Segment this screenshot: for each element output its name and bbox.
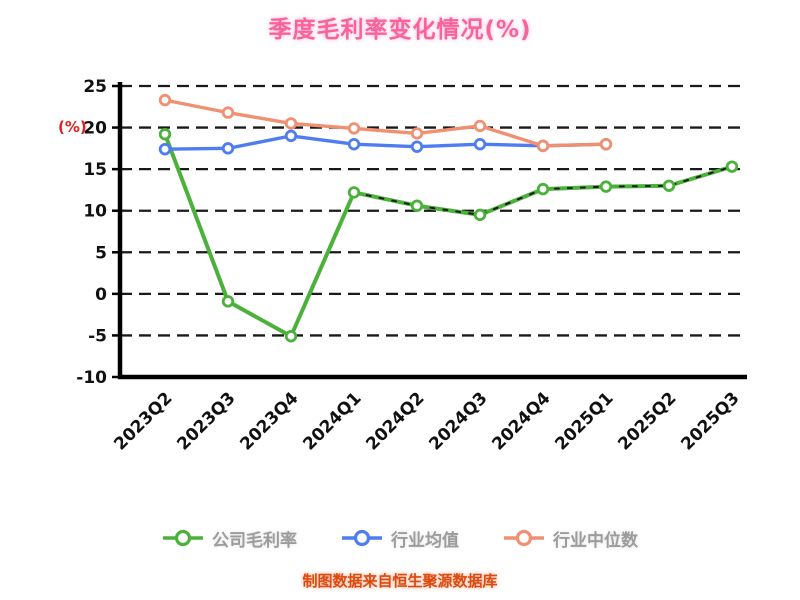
legend-label: 行业中位数 bbox=[553, 530, 638, 551]
svg-text:2025Q1: 2025Q1 bbox=[551, 388, 617, 454]
svg-text:0: 0 bbox=[95, 285, 107, 305]
svg-text:-5: -5 bbox=[88, 326, 107, 346]
svg-text:2023Q3: 2023Q3 bbox=[173, 388, 239, 454]
legend-item-company-margin[interactable]: 公司毛利率 bbox=[162, 526, 297, 551]
svg-text:2024Q4: 2024Q4 bbox=[488, 388, 554, 454]
y-axis-label: (%) bbox=[58, 118, 87, 136]
svg-text:20: 20 bbox=[83, 119, 107, 139]
svg-text:2025Q2: 2025Q2 bbox=[614, 388, 680, 454]
industry-median-marker-icon bbox=[504, 529, 544, 547]
y-axis: 25 20 15 10 5 0 -5 -10 bbox=[76, 77, 120, 388]
data-source-caption: 制图数据来自恒生聚源数据库 bbox=[302, 572, 498, 590]
legend-item-industry-median[interactable]: 行业中位数 bbox=[503, 526, 638, 551]
svg-text:-10: -10 bbox=[76, 368, 107, 388]
chart-title: 季度毛利率变化情况(%) bbox=[268, 17, 532, 43]
x-axis-labels: 2023Q22023Q32023Q42024Q12024Q22024Q32024… bbox=[110, 388, 743, 454]
legend-label: 行业均值 bbox=[391, 530, 459, 551]
svg-text:10: 10 bbox=[83, 202, 107, 222]
svg-text:25: 25 bbox=[83, 77, 107, 97]
svg-text:2024Q3: 2024Q3 bbox=[425, 388, 491, 454]
legend-label: 公司毛利率 bbox=[212, 530, 297, 551]
svg-text:2024Q2: 2024Q2 bbox=[362, 388, 428, 454]
series-1 bbox=[158, 129, 613, 156]
series-2 bbox=[158, 93, 613, 153]
svg-text:2025Q3: 2025Q3 bbox=[677, 388, 743, 454]
svg-text:15: 15 bbox=[83, 160, 107, 180]
svg-text:2023Q4: 2023Q4 bbox=[236, 388, 302, 454]
legend-item-industry-mean[interactable]: 行业均值 bbox=[341, 526, 459, 551]
svg-text:5: 5 bbox=[95, 243, 107, 263]
svg-text:2024Q1: 2024Q1 bbox=[299, 388, 365, 454]
svg-text:2023Q2: 2023Q2 bbox=[110, 388, 176, 454]
industry-mean-marker-icon bbox=[342, 529, 382, 547]
company-margin-marker-icon bbox=[163, 529, 203, 547]
gridlines bbox=[120, 84, 742, 379]
series-0 bbox=[158, 128, 739, 343]
chart-legend: 公司毛利率 行业均值 行业中位数 bbox=[0, 522, 800, 554]
